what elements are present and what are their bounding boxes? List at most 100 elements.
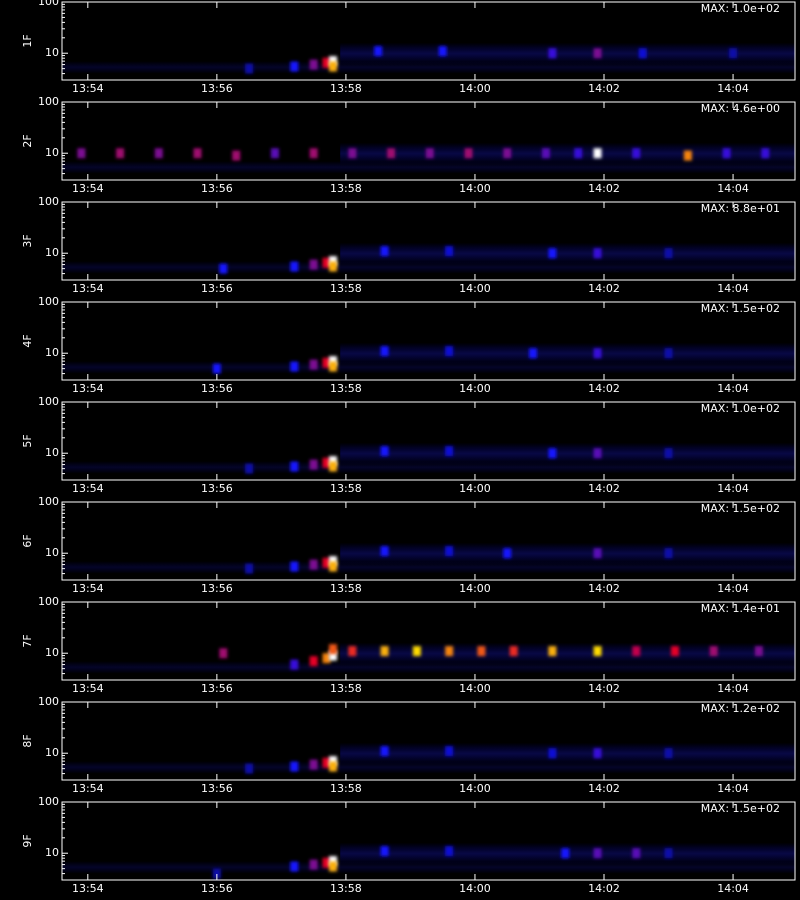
plot-frame bbox=[61, 701, 796, 781]
intensity-cell bbox=[664, 748, 673, 759]
intensity-cell bbox=[729, 48, 738, 59]
intensity-cell bbox=[219, 648, 228, 659]
emission-haze bbox=[62, 461, 795, 474]
x-tick-label: 13:56 bbox=[201, 582, 233, 595]
intensity-cell bbox=[548, 48, 557, 59]
x-tick-label: 14:02 bbox=[588, 282, 620, 295]
max-annotation: MAX: 1.0e+02 bbox=[701, 402, 780, 415]
x-tick-label: 14:00 bbox=[459, 482, 491, 495]
intensity-cell bbox=[438, 46, 447, 57]
x-tick-label: 13:58 bbox=[330, 182, 362, 195]
x-tick-label: 14:00 bbox=[459, 582, 491, 595]
intensity-cell bbox=[445, 246, 454, 257]
panel: 10 100 13:54 13:56 13:58 14:00 14:02 14:04 2F MAX… bbox=[21, 95, 796, 195]
intensity-cell bbox=[445, 446, 454, 457]
x-tick-label: 13:58 bbox=[330, 82, 362, 95]
intensity-cell bbox=[193, 148, 202, 159]
x-tick-label: 14:00 bbox=[459, 282, 491, 295]
y-axis-label: 7F bbox=[21, 634, 34, 647]
intensity-cell bbox=[245, 63, 254, 74]
intensity-cell bbox=[329, 650, 338, 661]
x-tick-label: 13:56 bbox=[201, 182, 233, 195]
x-tick-label: 13:58 bbox=[330, 282, 362, 295]
x-tick-label: 14:00 bbox=[459, 382, 491, 395]
x-tick-label: 14:04 bbox=[717, 282, 749, 295]
y-axis-label: 6F bbox=[21, 534, 34, 547]
intensity-cell bbox=[329, 561, 338, 572]
y-tick-label: 10 bbox=[45, 46, 59, 59]
intensity-cell bbox=[329, 56, 338, 67]
panel: 10 100 13:54 13:56 13:58 14:00 14:02 14:04 9F MAX… bbox=[21, 795, 796, 895]
emission-haze bbox=[62, 161, 795, 174]
intensity-cell bbox=[309, 656, 318, 667]
x-tick-label: 13:54 bbox=[72, 182, 104, 195]
intensity-cell bbox=[309, 759, 318, 770]
panel: 10 100 13:54 13:56 13:58 14:00 14:02 14:04 6F MAX… bbox=[21, 495, 796, 595]
x-tick-label: 14:04 bbox=[717, 582, 749, 595]
y-tick-label: 100 bbox=[38, 495, 59, 508]
x-tick-label: 13:58 bbox=[330, 682, 362, 695]
intensity-cell bbox=[593, 548, 602, 559]
intensity-cell bbox=[290, 659, 299, 670]
x-tick-label: 14:04 bbox=[717, 682, 749, 695]
intensity-cell bbox=[593, 248, 602, 259]
x-tick-label: 14:04 bbox=[717, 782, 749, 795]
intensity-cell bbox=[329, 261, 338, 272]
intensity-cell bbox=[380, 746, 389, 757]
emission-haze bbox=[340, 142, 795, 165]
intensity-cell bbox=[329, 356, 338, 367]
x-tick-label: 13:54 bbox=[72, 382, 104, 395]
y-tick-label: 100 bbox=[38, 95, 59, 108]
y-tick-label: 100 bbox=[38, 0, 59, 8]
y-tick-label: 100 bbox=[38, 195, 59, 208]
intensity-cell bbox=[593, 848, 602, 859]
intensity-cell bbox=[445, 346, 454, 357]
intensity-cell bbox=[638, 48, 647, 59]
x-tick-label: 13:54 bbox=[72, 282, 104, 295]
intensity-cell bbox=[632, 848, 641, 859]
x-tick-label: 13:58 bbox=[330, 782, 362, 795]
intensity-cell bbox=[445, 646, 454, 657]
emission-haze bbox=[340, 42, 795, 65]
intensity-cell bbox=[387, 148, 396, 159]
max-annotation: MAX: 8.8e+01 bbox=[701, 202, 780, 215]
intensity-cell bbox=[593, 48, 602, 59]
x-tick-label: 14:02 bbox=[588, 182, 620, 195]
intensity-cell bbox=[309, 859, 318, 870]
intensity-cell bbox=[77, 148, 86, 159]
intensity-cell bbox=[309, 148, 318, 159]
intensity-cell bbox=[290, 361, 299, 372]
intensity-cell bbox=[309, 259, 318, 270]
plot-frame bbox=[61, 301, 796, 381]
x-tick-label: 14:04 bbox=[717, 82, 749, 95]
max-annotation: MAX: 1.5e+02 bbox=[701, 302, 780, 315]
y-tick-label: 10 bbox=[45, 646, 59, 659]
y-tick-label: 10 bbox=[45, 246, 59, 259]
y-tick-label: 100 bbox=[38, 295, 59, 308]
intensity-cell bbox=[290, 561, 299, 572]
intensity-cell bbox=[329, 61, 338, 72]
intensity-cell bbox=[290, 761, 299, 772]
y-tick-label: 10 bbox=[45, 546, 59, 559]
max-annotation: MAX: 1.0e+02 bbox=[701, 2, 780, 15]
intensity-cell bbox=[548, 646, 557, 657]
intensity-cell bbox=[270, 148, 279, 159]
x-tick-label: 14:00 bbox=[459, 682, 491, 695]
intensity-cell bbox=[593, 148, 602, 159]
y-axis-label: 3F bbox=[21, 234, 34, 247]
intensity-cell bbox=[380, 246, 389, 257]
intensity-cell bbox=[503, 548, 512, 559]
intensity-cell bbox=[212, 868, 221, 879]
intensity-cell bbox=[232, 150, 241, 161]
emission-haze bbox=[62, 561, 795, 574]
x-tick-label: 14:02 bbox=[588, 482, 620, 495]
intensity-cell bbox=[322, 757, 331, 768]
intensity-cell bbox=[380, 446, 389, 457]
intensity-cell bbox=[309, 559, 318, 570]
intensity-cell bbox=[664, 248, 673, 259]
intensity-cell bbox=[380, 846, 389, 857]
intensity-cell bbox=[709, 646, 718, 657]
panel: 10 100 13:54 13:56 13:58 14:00 14:02 14:04 1F MAX… bbox=[21, 0, 796, 95]
emission-haze bbox=[340, 642, 795, 665]
emission-haze bbox=[62, 361, 795, 374]
